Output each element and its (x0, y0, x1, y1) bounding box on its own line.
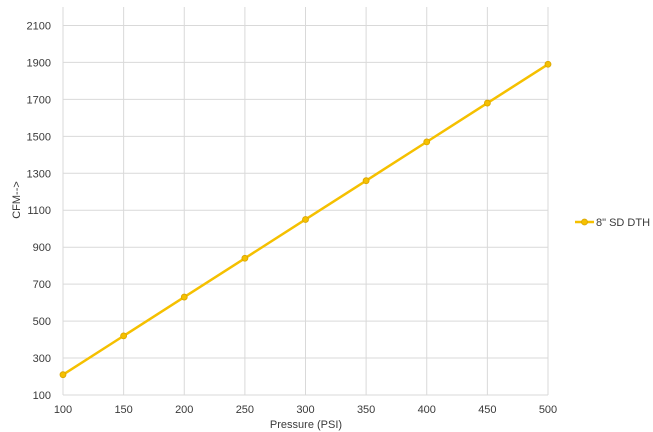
data-point (423, 138, 431, 146)
data-point (483, 99, 491, 107)
data-point (302, 216, 309, 223)
x-tick-label: 300 (296, 404, 314, 416)
x-tick-label: 500 (539, 404, 557, 416)
x-tick-label: 350 (357, 404, 375, 416)
x-axis-title: Pressure (PSI) (270, 419, 342, 431)
legend-label: 8" SD DTH (596, 217, 650, 229)
data-point (120, 332, 128, 340)
data-point (362, 177, 370, 185)
y-tick-label: 100 (33, 390, 51, 402)
x-tick-label: 450 (478, 404, 496, 416)
y-tick-label: 300 (33, 353, 51, 365)
y-tick-label: 1100 (27, 205, 51, 217)
y-tick-label: 900 (33, 242, 51, 254)
y-tick-label: 1500 (27, 131, 51, 143)
y-tick-label: 2100 (27, 20, 51, 32)
legend-marker-swatch (581, 218, 588, 226)
x-tick-label: 150 (114, 404, 132, 416)
data-point (241, 254, 249, 262)
y-tick-label: 700 (33, 279, 51, 291)
x-tick-label: 200 (175, 404, 193, 416)
y-tick-label: 1300 (27, 168, 51, 180)
series-layer (59, 60, 552, 379)
y-axis-title: CFM--> (11, 181, 23, 219)
data-point (544, 60, 552, 68)
y-tick-label: 500 (33, 316, 51, 328)
tick-labels: 100 150 200 250 300 350 400 450 500 100 300 500 700 9… (27, 20, 558, 416)
x-tick-label: 400 (418, 404, 436, 416)
x-tick-label: 100 (54, 404, 72, 416)
grid (62, 7, 549, 396)
data-point (180, 293, 188, 301)
x-tick-label: 250 (236, 404, 254, 416)
y-tick-label: 1900 (27, 57, 51, 69)
y-tick-label: 1700 (27, 94, 51, 106)
data-point (59, 371, 67, 379)
legend: 8" SD DTH (575, 217, 650, 229)
